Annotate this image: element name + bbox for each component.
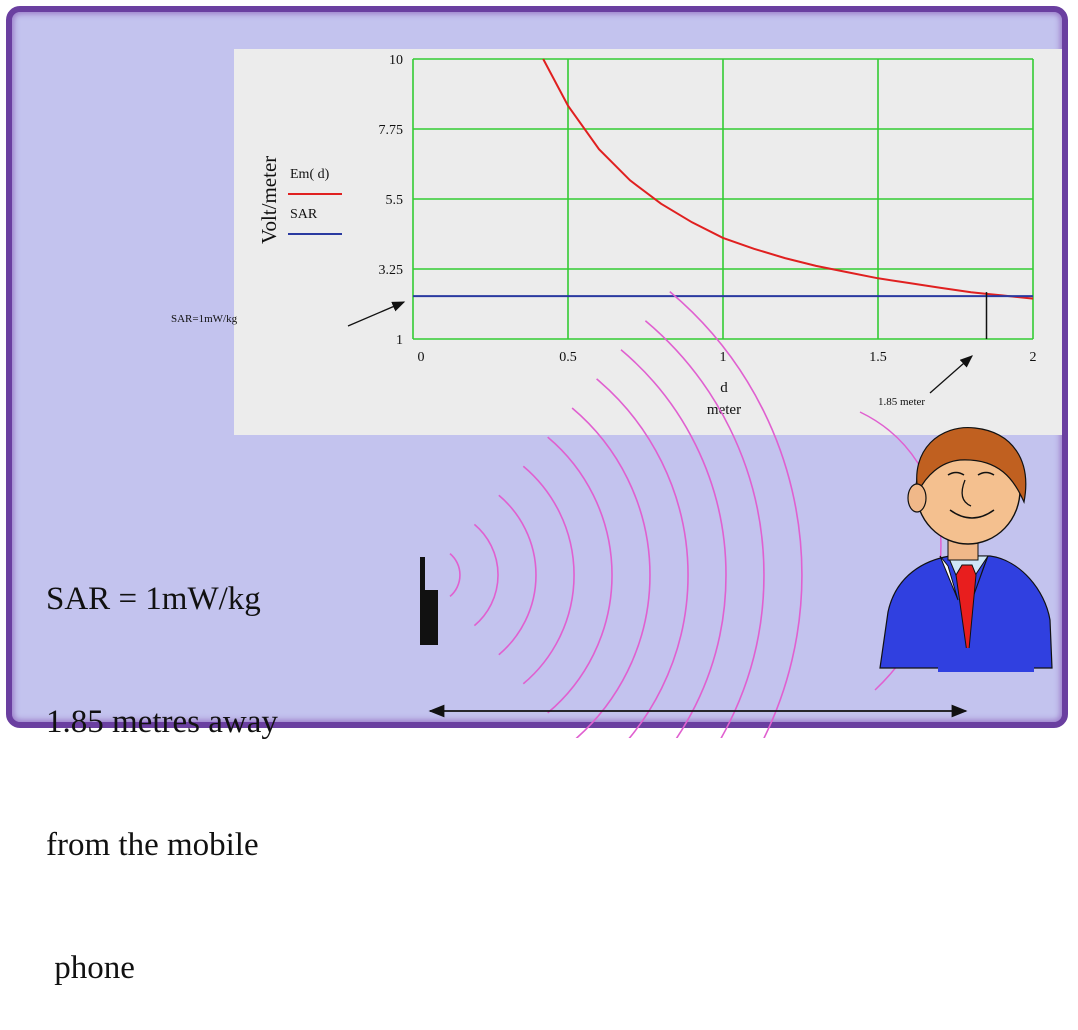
caption-line: phone (46, 950, 135, 986)
caption-line: SAR = 1mW/kg (46, 581, 261, 617)
y-tick-label: 5.5 (386, 193, 404, 208)
x-tick-label: 0.5 (559, 350, 577, 365)
radio-wave-arc (669, 290, 803, 738)
radio-wave-arc (596, 378, 689, 738)
caption-line: from the mobile (46, 827, 259, 863)
radio-wave-arc (473, 523, 499, 627)
radio-wave-arc (644, 320, 765, 738)
y-axis-label: Volt/meter (257, 156, 281, 244)
mobile-phone-icon (420, 557, 438, 645)
slide-scene: 0 0.5 1 1.5 2 1 3.25 5.5 7.75 10 Volt/meter d met… (171, 53, 1053, 738)
radio-wave-arc (522, 465, 575, 685)
chart-panel (234, 49, 1062, 435)
chart-ticks: 0 0.5 1 1.5 2 1 3.25 5.5 7.75 10 (379, 53, 1037, 365)
slide-frame (6, 6, 1068, 728)
chart-grid (412, 58, 1034, 340)
distance-annotation-label: 1.85 meter (878, 396, 925, 408)
distance-annotation-arrow (929, 355, 973, 394)
series-line-em (542, 58, 1034, 300)
slide-caption: SAR = 1mW/kg 1.85 metres away from the m… (46, 497, 278, 1030)
x-tick-label: 1.5 (869, 350, 887, 365)
caption-line: 1.85 metres away (46, 704, 278, 740)
radio-wave-arc (498, 494, 537, 656)
x-axis-label: d (720, 380, 728, 396)
chart-series (413, 58, 1034, 300)
y-tick-label: 3.25 (379, 263, 404, 278)
y-tick-label: 1 (396, 333, 403, 348)
chart-legend: Em( d) SAR (288, 167, 342, 235)
x-tick-label: 0 (418, 350, 425, 365)
sar-annotation-label: SAR=1mW/kg (171, 313, 238, 325)
x-tick-label: 1 (720, 350, 727, 365)
radio-wave-arc (620, 349, 727, 738)
y-tick-label: 7.75 (379, 123, 404, 138)
sar-annotation-arrow (347, 301, 406, 327)
man-in-suit-illustration (879, 427, 1053, 672)
legend-label-sar: SAR (290, 207, 318, 222)
radio-waves (449, 290, 803, 738)
radio-wave-arc (547, 436, 613, 714)
x-axis-unit: meter (707, 402, 741, 418)
x-tick-label: 2 (1030, 350, 1037, 365)
y-tick-label: 10 (389, 53, 403, 68)
radio-wave-arc (449, 552, 461, 598)
legend-label-em: Em( d) (290, 167, 330, 182)
radio-wave-arc (571, 407, 651, 738)
